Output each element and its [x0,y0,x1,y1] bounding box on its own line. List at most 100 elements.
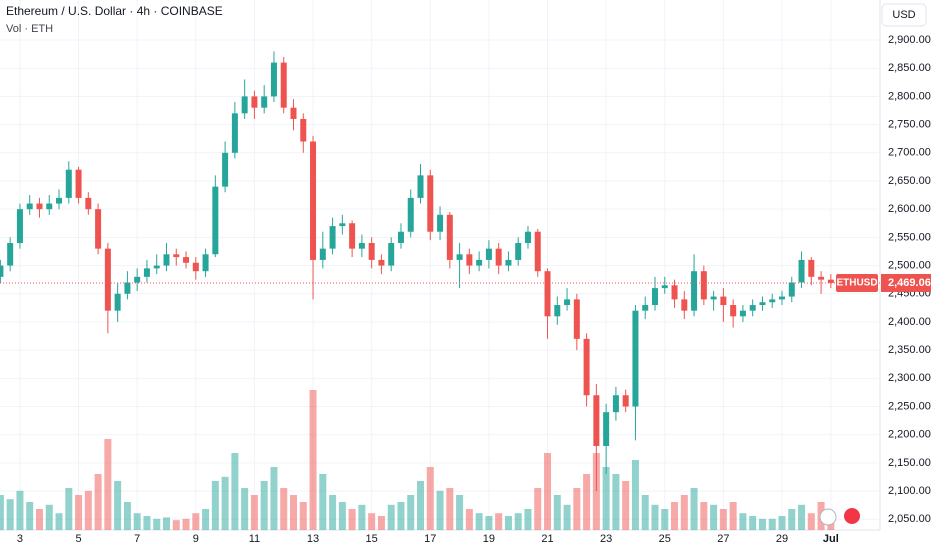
volume-bar [319,474,327,530]
volume-layer [0,390,835,530]
x-tick-label: 19 [483,533,495,545]
volume-bar [133,513,141,530]
volume-bar [407,495,415,530]
candle-body [642,305,649,311]
volume-bar [671,502,679,530]
symbol-label: ETHUSD [836,278,877,289]
candle-body [417,175,424,198]
candle-body [573,299,580,339]
volume-bar [700,502,708,530]
volume-bar [143,516,151,530]
volume-bar [504,516,512,530]
candle-body [544,271,551,317]
y-tick-label: 2,900.00 [888,34,931,46]
candle-layer [0,51,834,492]
volume-bar [485,516,493,530]
volume-bar [778,516,786,530]
candle-body [388,243,395,266]
volume-bar [299,502,307,530]
candle-body [261,96,268,108]
x-tick-label: 7 [134,533,140,545]
volume-bar [807,513,815,530]
candle-body [75,169,82,198]
volume-bar [622,481,630,530]
x-tick-label: 21 [541,533,553,545]
candle-body [95,209,102,249]
volume-bar [35,509,43,530]
candle-body [251,96,258,108]
volume-bar [719,509,727,530]
volume-bar [211,481,219,530]
candle-body [739,310,746,317]
candle-body [427,175,434,232]
axis-layer: 2,050.00 2,100.00 2,150.00 2,200.00 2,250.00… [0,34,931,545]
candle-body [485,248,492,260]
candle-body [85,197,92,210]
candle-body [212,186,219,255]
y-tick-label: 2,750.00 [888,119,931,131]
candle-body [319,248,326,260]
volume-bar [202,509,210,530]
y-tick-label: 2,600.00 [888,203,931,215]
x-tick-label: 15 [366,533,378,545]
candle-body [495,248,502,266]
candle-body [505,259,512,266]
x-tick-label: 23 [600,533,612,545]
volume-bar [55,513,63,530]
candle-body [524,231,531,244]
candle-body [241,96,248,114]
volume-bar [798,504,806,530]
volume-bar [75,495,83,530]
y-tick-label: 2,650.00 [888,175,931,187]
volume-bar [270,467,278,530]
flag-icon[interactable] [844,508,860,524]
volume-bar [573,488,581,530]
candle-body [808,259,815,277]
volume-bar [6,499,14,530]
candle-body [231,113,238,153]
volume-bar [241,488,249,530]
volume-bar [553,495,561,530]
y-tick-label: 2,850.00 [888,62,931,74]
volume-bar [768,518,776,530]
replay-icon[interactable] [819,508,837,526]
y-tick-label: 2,550.00 [888,231,931,243]
candle-body [368,243,375,260]
price-tag [881,274,931,293]
candle-body [222,152,229,187]
candle-body [300,118,307,142]
volume-bar [348,509,356,530]
volume-bar [514,513,522,530]
currency-label[interactable]: USD [892,9,915,21]
volume-bar [387,504,395,530]
volume-bar [583,474,591,530]
volume-bar [192,513,200,530]
candle-body [143,268,150,277]
currency-button[interactable] [881,3,927,27]
volume-bar [280,488,288,530]
volume-bar [495,513,503,530]
candle-body [681,299,688,311]
candle-body [671,285,678,300]
candle-body [651,288,658,306]
volume-bar [592,453,600,530]
candle-body [779,296,785,300]
x-tick-label: 29 [776,533,788,545]
candle-body [612,395,619,413]
candle-body [7,243,14,266]
x-tick-label: 13 [307,533,319,545]
candle-body [46,203,53,210]
volume-bar [661,509,669,530]
candle-body [720,296,727,306]
candle-body [124,282,131,294]
candle-body [593,395,600,446]
volume-bar [758,518,766,530]
candle-body [114,293,121,311]
volume-bar [602,467,610,530]
candle-body [56,197,63,204]
x-tick-label: 3 [17,533,23,545]
candle-body [710,296,717,300]
volume-bar [680,495,688,530]
